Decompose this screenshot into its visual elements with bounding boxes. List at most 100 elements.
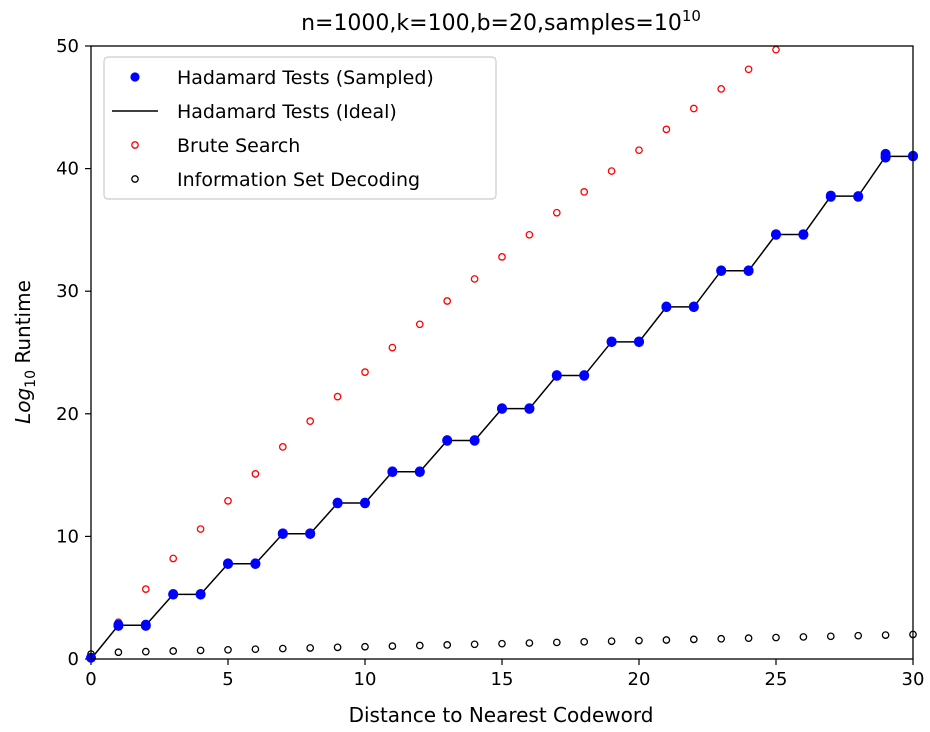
plot-area [86,45,919,663]
data-point [250,558,261,569]
data-point [141,647,150,656]
data-point [277,528,288,539]
data-point [772,633,780,642]
x-tick-label: 30 [902,669,925,690]
data-point [689,104,698,113]
data-point [580,637,589,646]
data-point [141,585,150,593]
data-point [634,336,645,347]
data-point [743,265,754,276]
legend-swatch [131,175,139,183]
data-point [496,403,507,414]
legend-label: Hadamard Tests (Sampled) [177,67,434,89]
data-point [222,558,233,569]
data-point [278,443,287,451]
data-point [306,417,315,426]
data-point [552,208,561,217]
legend-label: Information Set Decoding [177,169,420,191]
data-point [306,644,315,652]
data-point [854,631,863,640]
y-axis-label: Log10 Runtime [11,280,39,424]
data-point [443,641,452,649]
data-point [579,370,590,381]
data-point [826,632,835,641]
data-point [114,648,123,657]
data-point [552,638,561,647]
data-point [469,435,480,446]
series-hadamard-tests-sampled [86,148,919,663]
data-point [717,634,726,643]
data-point [224,496,232,505]
data-point [798,229,809,240]
data-point [771,229,782,240]
plot-frame [90,45,914,660]
data-point [196,646,205,655]
data-point [195,589,206,600]
data-point [278,644,287,653]
data-point [414,466,425,477]
x-axis-label: Distance to Nearest Codeword [349,703,654,727]
data-point [388,642,397,650]
data-point [607,637,616,646]
series-brute-search [114,45,780,627]
data-point [688,301,699,312]
data-point [607,167,616,175]
data-point [662,125,671,134]
data-point [635,636,643,645]
legend-swatch [130,72,140,82]
y-axis-label-subscript: 10 [23,370,39,388]
data-point [442,435,453,446]
data-point [113,620,124,631]
data-point [140,620,151,631]
data-point [635,146,643,155]
data-point [853,191,864,202]
x-tick-label: 25 [765,669,788,690]
y-axis-label-suffix: Runtime [11,280,35,370]
data-point [387,466,398,477]
data-point [359,497,370,508]
data-point [361,642,369,651]
y-axis-label-prefix: Log [11,388,35,424]
data-point [470,640,479,649]
data-point [744,634,753,643]
data-point [799,633,808,641]
data-point [333,392,342,401]
chart-title-superscript: 10 [682,7,701,25]
x-tick-label: 0 [85,669,96,690]
x-tick-label: 15 [491,669,514,690]
data-point [333,643,342,652]
data-point [169,554,178,563]
data-point [224,645,232,654]
data-point [662,636,671,644]
data-point [305,528,316,539]
y-tick-label: 50 [56,36,79,57]
chart-title: n=1000,k=100,b=20,samples=1010 [301,7,701,36]
data-point [168,589,179,600]
y-tick-label: 20 [56,404,79,425]
data-point [772,45,780,54]
data-point [580,188,589,196]
data-point [332,497,343,508]
y-tick-label: 0 [68,649,79,670]
data-point [498,253,506,261]
data-point [881,631,890,639]
y-tick-label: 40 [56,159,79,180]
data-point [251,470,260,478]
series-information-set-decoding [87,630,917,658]
chart-title-main: n=1000,k=100,b=20,samples=10 [301,11,682,36]
data-point [498,639,506,648]
data-point [551,370,562,381]
legend-item-information-set-decoding: Information Set Decoding [131,169,420,191]
y-tick-label: 10 [56,526,79,547]
data-point [169,647,178,655]
legend-item-hadamard-tests-ideal: Hadamard Tests (Ideal) [112,101,397,123]
x-tick-label: 10 [354,669,377,690]
data-point [388,343,397,352]
data-point [443,297,452,305]
legend-item-hadamard-tests-sampled: Hadamard Tests (Sampled) [130,67,434,89]
legend-label: Brute Search [177,135,300,157]
data-point [415,320,424,329]
legend-box [103,56,497,200]
data-point [661,301,672,312]
